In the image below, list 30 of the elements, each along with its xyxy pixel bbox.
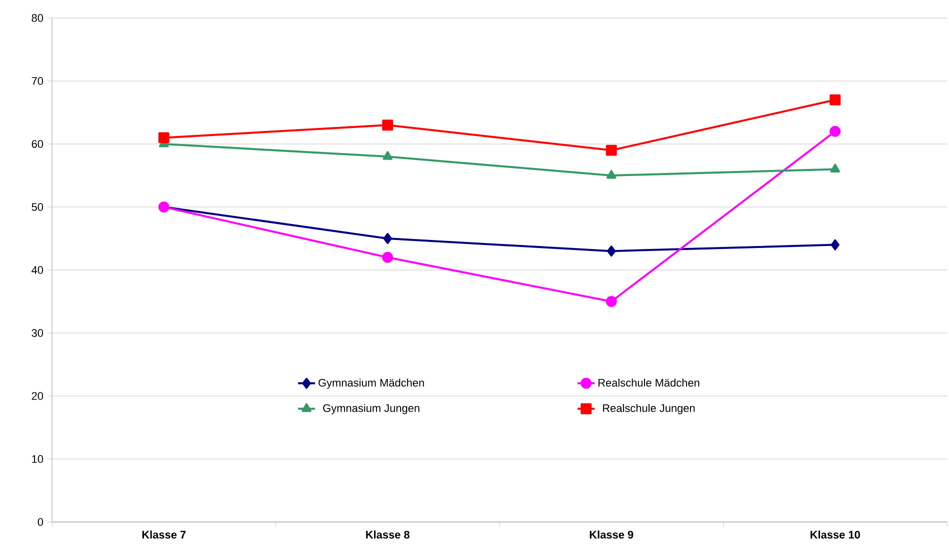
x-tick-label: Klasse 10 <box>810 530 860 539</box>
x-tick-label: Klasse 9 <box>590 530 634 539</box>
y-tick-label: 30 <box>32 329 44 337</box>
point <box>382 120 394 131</box>
point <box>830 164 840 172</box>
y-tick-label: 40 <box>32 266 44 274</box>
y-tick-label: 70 <box>32 77 44 85</box>
x-tick-label: Klasse 7 <box>142 530 186 539</box>
point <box>158 132 170 144</box>
point <box>606 144 617 156</box>
y-tick-label: 80 <box>32 14 44 22</box>
legend-label: Gymnasium Jungen <box>323 404 420 414</box>
point <box>606 296 617 307</box>
y-tick-label: 50 <box>32 203 44 211</box>
legend-label: Realschule Jungen <box>603 404 695 414</box>
y-tick-label: 60 <box>32 140 44 148</box>
legend-label: Realschule Mädchen <box>598 378 700 387</box>
y-tick-label: 0 <box>38 518 44 526</box>
point <box>830 239 840 250</box>
point <box>382 151 393 160</box>
point <box>382 252 394 263</box>
y-tick-label: 20 <box>32 392 44 400</box>
point <box>830 94 841 106</box>
x-tick-label: Klasse 8 <box>366 530 410 539</box>
point <box>606 170 616 179</box>
y-tick-label: 10 <box>32 455 44 463</box>
point <box>383 233 392 244</box>
point <box>830 126 841 137</box>
point <box>607 246 616 257</box>
legend-label: Gymnasium Mädchen <box>318 378 424 389</box>
